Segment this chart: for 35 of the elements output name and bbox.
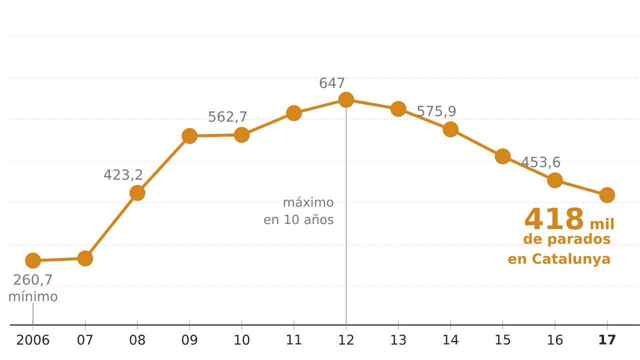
point [25, 252, 41, 269]
point [77, 250, 94, 266]
x-tick-label: 16 [548, 334, 563, 345]
x-tick-label: 09 [182, 334, 198, 345]
point [494, 148, 511, 164]
x-tick-label: 2006 [17, 334, 50, 345]
point [129, 184, 146, 201]
data-label: 562,7 [208, 111, 247, 124]
annotation: mil [590, 218, 614, 230]
point [442, 121, 459, 138]
x-tick-label: 07 [78, 334, 93, 345]
data-label: 260,7 [14, 274, 52, 286]
x-tick-label: 08 [130, 334, 145, 345]
x-tick-label: 14 [444, 334, 458, 344]
point [286, 105, 302, 122]
annotation: máximo en 10 años [264, 196, 334, 224]
x-tick-label: 13 [391, 334, 406, 345]
point [390, 100, 406, 117]
point [599, 187, 616, 204]
point [182, 128, 198, 144]
text: mínimo [9, 290, 58, 302]
x-tick-label: 17 [599, 334, 616, 344]
x-tick-label: 10 [234, 334, 250, 345]
data-label: 418 [525, 207, 584, 230]
point [234, 126, 250, 143]
point [338, 92, 354, 108]
point [547, 172, 563, 188]
data-label: 453,6 [522, 156, 560, 169]
data-label: 647 [320, 78, 344, 88]
x-tick-label: 11 [286, 334, 302, 344]
data-label: 575,9 [418, 106, 456, 118]
data-label: 423,2 [104, 169, 142, 182]
x-tick-label: 15 [496, 334, 510, 345]
x-tick-label: 12 [339, 334, 354, 345]
annotation: de parados en Catalunya [508, 233, 610, 267]
